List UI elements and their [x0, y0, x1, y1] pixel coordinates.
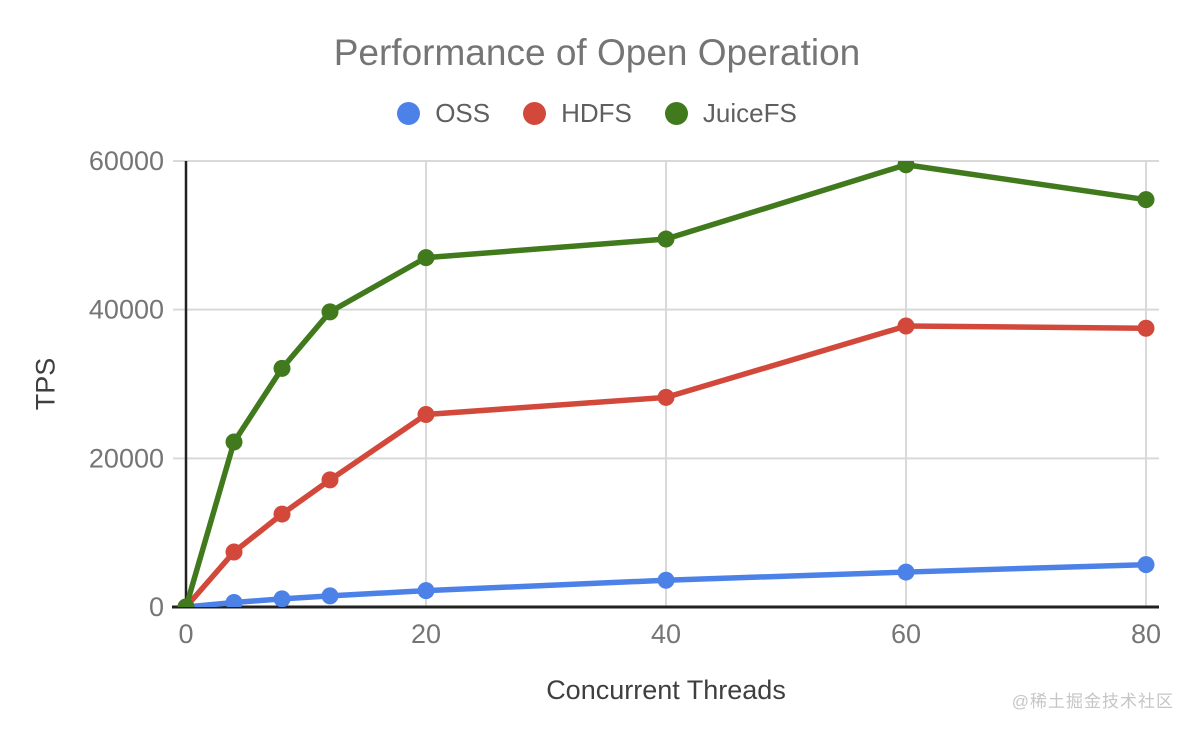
- y-tick-label: 60000: [89, 146, 164, 176]
- juicefs-data-point: [1137, 191, 1155, 209]
- y-tick-label: 20000: [89, 443, 164, 473]
- juicefs-data-point: [897, 161, 915, 174]
- hdfs-data-point: [225, 543, 243, 561]
- juicefs-data-point: [225, 433, 243, 451]
- juicefs-series-dot-icon: [664, 102, 688, 125]
- x-tick-label: 40: [651, 619, 681, 649]
- oss-data-point: [321, 587, 339, 605]
- juicefs-series: [177, 161, 1155, 607]
- y-tick-label: 40000: [89, 295, 164, 325]
- juicefs-data-point: [177, 598, 195, 607]
- oss-series-dot-icon: [397, 102, 421, 125]
- oss-data-point: [897, 563, 915, 581]
- juicefs-data-point: [321, 303, 339, 321]
- hdfs-series: [177, 317, 1155, 607]
- oss-data-point: [1137, 556, 1155, 574]
- hdfs-data-point: [897, 317, 915, 335]
- hdfs-data-point: [1137, 319, 1155, 337]
- oss-data-point: [225, 594, 243, 607]
- watermark: @稀土掘金技术社区: [1011, 692, 1174, 711]
- legend-label: HDFS: [561, 98, 632, 128]
- juicefs-data-point: [273, 359, 291, 377]
- hdfs-data-point: [417, 405, 435, 423]
- hdfs-line: [183, 323, 1149, 607]
- x-tick-label: 0: [178, 619, 193, 649]
- juicefs-data-point: [417, 249, 435, 267]
- juicefs-line: [183, 161, 1149, 607]
- legend-label: JuiceFS: [702, 98, 797, 128]
- legend: OSS HDFS JuiceFS: [0, 98, 1194, 129]
- x-tick-label: 80: [1131, 619, 1161, 649]
- x-tick-label: 20: [411, 619, 441, 649]
- hdfs-data-point: [657, 388, 675, 406]
- legend-item-juicefs: JuiceFS: [664, 98, 797, 129]
- hdfs-data-point: [273, 505, 291, 523]
- x-axis-title: Concurrent Threads: [546, 675, 786, 705]
- hdfs-data-point: [321, 471, 339, 489]
- y-tick-label: 0: [149, 592, 164, 622]
- x-tick-label: 60: [891, 619, 921, 649]
- hdfs-series-dot-icon: [523, 102, 547, 125]
- legend-label: OSS: [435, 98, 491, 128]
- legend-item-hdfs: HDFS: [523, 98, 632, 129]
- oss-data-point: [657, 571, 675, 589]
- oss-series: [177, 556, 1155, 607]
- y-axis-title: TPS: [30, 357, 61, 411]
- juicefs-data-point: [657, 230, 675, 248]
- legend-item-oss: OSS: [397, 98, 490, 129]
- chart-title: Performance of Open Operation: [333, 32, 861, 73]
- oss-data-point: [273, 590, 291, 607]
- oss-data-point: [417, 582, 435, 600]
